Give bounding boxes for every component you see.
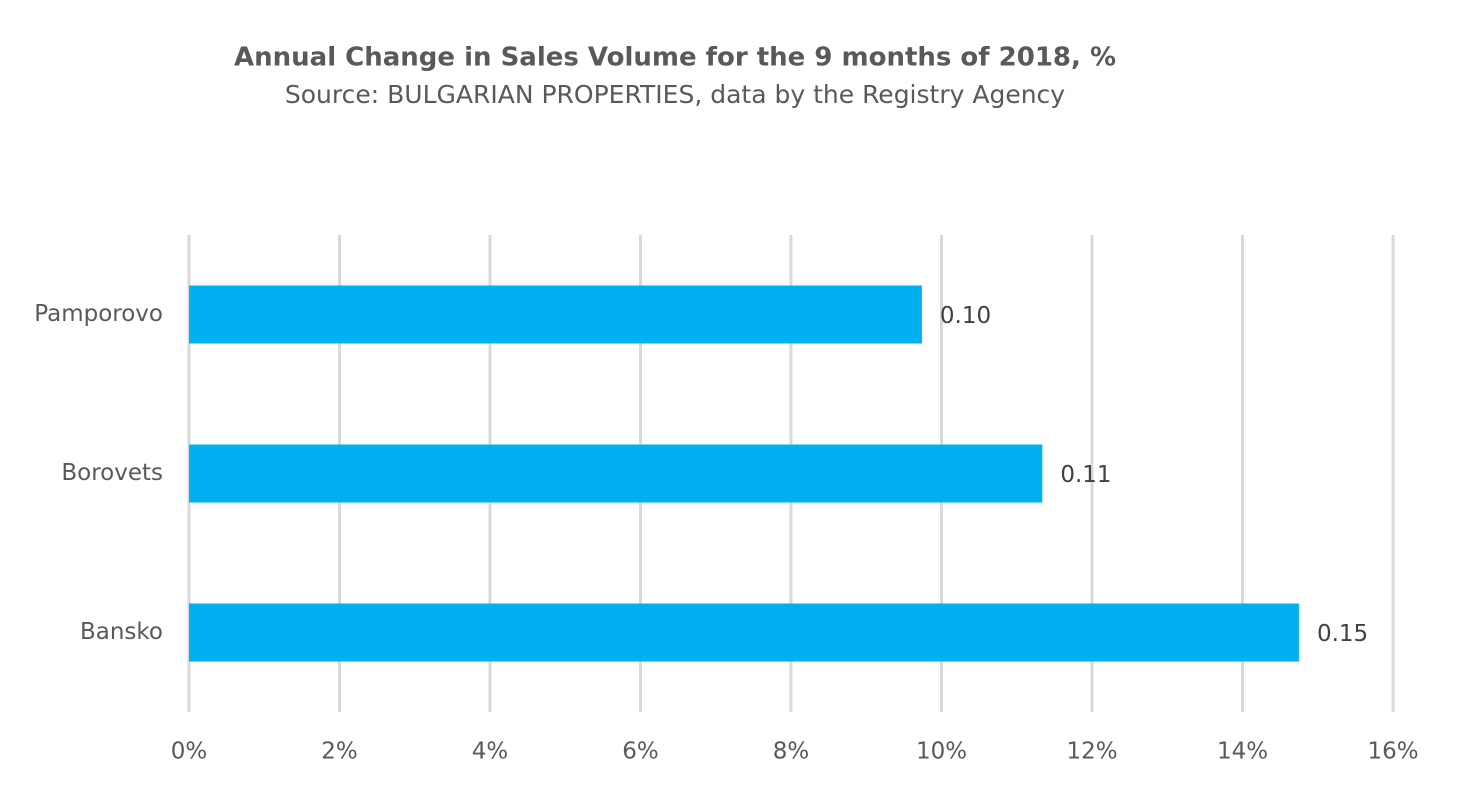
bar (189, 603, 1299, 662)
x-tick-label: 16% (1367, 739, 1418, 765)
chart-title: Annual Change in Sales Volume for the 9 … (234, 43, 1116, 73)
bar (189, 285, 922, 344)
category-label: Pamporovo (34, 301, 163, 327)
x-tick-label: 12% (1066, 739, 1117, 765)
x-tick-label: 14% (1217, 739, 1268, 765)
x-tick-label: 10% (916, 739, 967, 765)
x-tick-label: 0% (171, 739, 208, 765)
category-label: Bansko (80, 619, 163, 645)
value-label: 0.15 (1317, 621, 1368, 647)
value-label: 0.11 (1060, 462, 1111, 488)
chart-subtitle: Source: BULGARIAN PROPERTIES, data by th… (285, 80, 1065, 109)
x-tick-label: 6% (622, 739, 659, 765)
x-tick-label: 2% (321, 739, 358, 765)
bar (189, 444, 1043, 503)
value-label: 0.10 (940, 303, 991, 329)
x-tick-label: 8% (773, 739, 810, 765)
category-label: Borovets (61, 460, 163, 486)
x-tick-label: 4% (472, 739, 509, 765)
